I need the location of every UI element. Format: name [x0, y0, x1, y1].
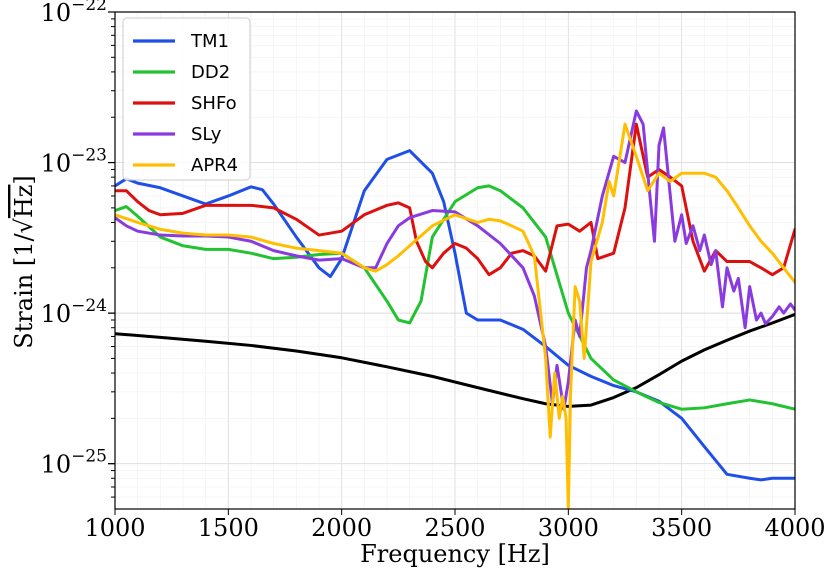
plot-frame [114, 11, 796, 510]
legend-items: TM1 DD2 SHFo SLy APR4 [133, 31, 238, 176]
y-tick-label-exponent: −24 [71, 296, 107, 316]
x-tick-label: 4000 [764, 514, 825, 542]
y-axis-title-text: Strain [1/√Hz] [10, 175, 38, 349]
y-tick-label-base: 10 [41, 0, 72, 27]
y-tick-label: 10−23 [41, 146, 107, 178]
y-tick-label-base: 10 [41, 451, 72, 479]
legend-label-sly: SLy [191, 124, 222, 145]
legend-label-apr4: APR4 [191, 155, 238, 176]
y-axis-title-prefix: Strain [1/ [10, 233, 38, 349]
y-tick-label-base: 10 [41, 300, 72, 328]
y-tick-label: 10−25 [41, 447, 107, 479]
y-tick-label-exponent: −23 [71, 146, 107, 166]
x-tick-label: 3500 [651, 514, 712, 542]
x-tick-label: 2500 [424, 514, 485, 542]
legend-label-dd2: DD2 [191, 62, 230, 83]
y-tick-label-exponent: −22 [71, 0, 107, 15]
x-tick-labels: 1000 1500 2000 2500 3000 3500 4000 [84, 514, 825, 542]
legend: TM1 DD2 SHFo SLy APR4 [122, 17, 251, 181]
y-tick-label: 10−24 [41, 296, 107, 328]
y-axis-title: Strain [1/√Hz] [10, 175, 38, 349]
x-tick-label: 1000 [84, 514, 145, 542]
y-tick-label: 10−22 [41, 0, 107, 27]
x-axis-title: Frequency [Hz] [360, 540, 550, 568]
series-line-sly [115, 109, 795, 411]
y-axis-title-radicand: Hz [10, 185, 38, 219]
legend-box [122, 17, 251, 181]
series-lines [115, 109, 795, 509]
axis-ticks [108, 11, 796, 515]
x-tick-label: 2000 [311, 514, 372, 542]
x-tick-label: 3000 [538, 514, 599, 542]
y-axis-title-suffix: ] [10, 175, 38, 184]
y-tick-label-exponent: −25 [71, 447, 107, 467]
series-line-dd2 [115, 184, 795, 411]
series-line-apr4 [115, 122, 795, 509]
y-tick-label-base: 10 [41, 150, 72, 178]
legend-label-shfo: SHFo [191, 93, 237, 114]
legend-label-tm1: TM1 [190, 31, 229, 52]
series-line-shfo [115, 122, 795, 277]
y-axis-title-root: √ [10, 217, 38, 233]
series-line-tm1 [115, 149, 795, 482]
x-tick-label: 1500 [198, 514, 259, 542]
